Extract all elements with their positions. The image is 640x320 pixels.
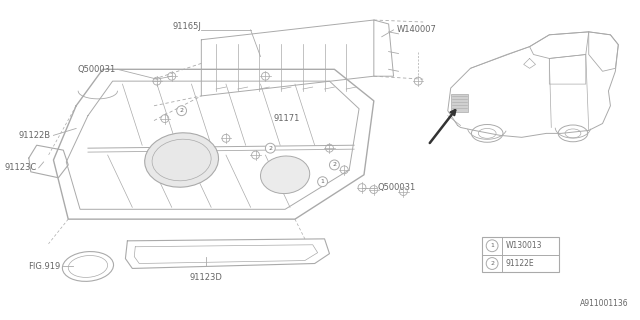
Text: A911001136: A911001136 bbox=[580, 299, 628, 308]
Bar bbox=[451, 94, 468, 112]
Text: 1: 1 bbox=[490, 243, 494, 248]
Text: 2: 2 bbox=[180, 108, 184, 113]
Circle shape bbox=[177, 106, 186, 116]
Text: 91122B: 91122B bbox=[19, 131, 51, 140]
Text: 91123C: 91123C bbox=[4, 164, 36, 172]
Text: 1: 1 bbox=[321, 179, 324, 184]
Text: 91171: 91171 bbox=[273, 114, 300, 123]
Text: Q500031: Q500031 bbox=[378, 183, 416, 192]
Circle shape bbox=[330, 160, 339, 170]
Text: 2: 2 bbox=[490, 261, 494, 266]
Text: FIG.919: FIG.919 bbox=[28, 262, 60, 271]
Text: 91122E: 91122E bbox=[506, 259, 534, 268]
Bar bbox=[483, 237, 559, 272]
Ellipse shape bbox=[145, 133, 218, 187]
Text: 2: 2 bbox=[332, 163, 337, 167]
Text: W140007: W140007 bbox=[397, 25, 436, 34]
Text: 2: 2 bbox=[268, 146, 273, 151]
Circle shape bbox=[317, 177, 328, 187]
Text: W130013: W130013 bbox=[506, 241, 543, 250]
Text: Q500031: Q500031 bbox=[77, 65, 116, 74]
Circle shape bbox=[266, 143, 275, 153]
Ellipse shape bbox=[260, 156, 310, 194]
Text: 91123D: 91123D bbox=[190, 273, 223, 282]
Text: 91165J: 91165J bbox=[172, 22, 202, 31]
